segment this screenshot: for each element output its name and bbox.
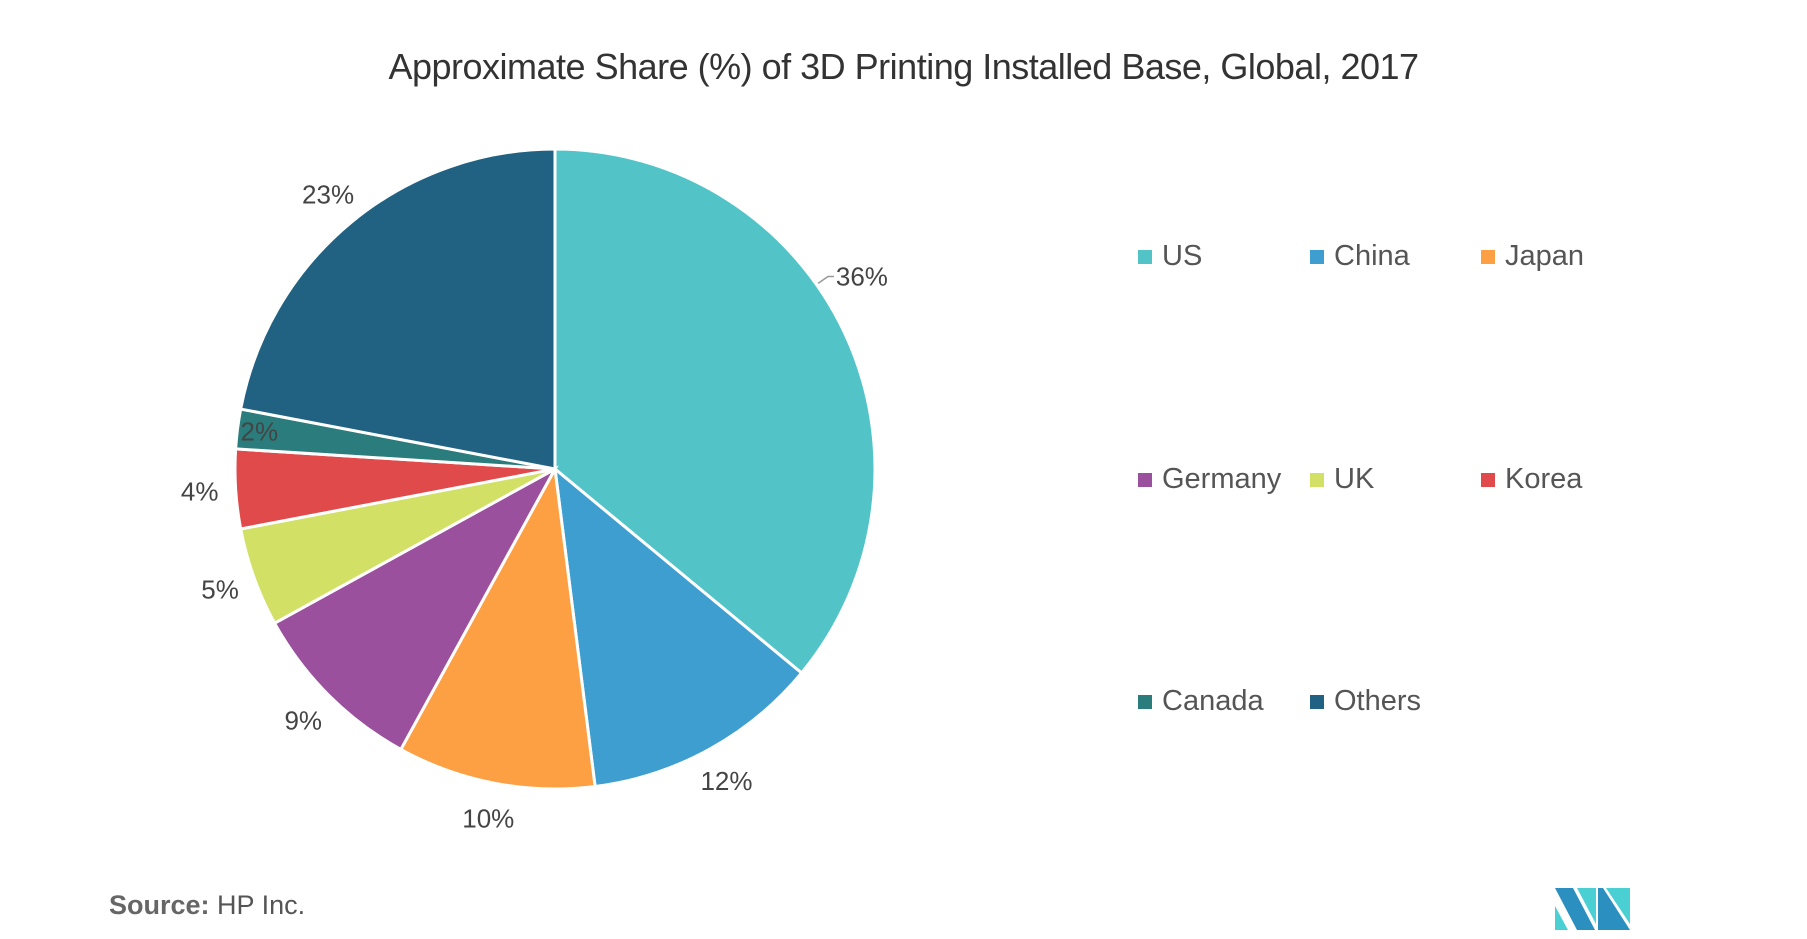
legend-label: Canada xyxy=(1162,685,1264,717)
legend-swatch xyxy=(1138,472,1152,487)
legend-swatch xyxy=(1138,249,1152,264)
legend-label: Others xyxy=(1334,685,1422,717)
data-label-germany: 9% xyxy=(284,706,322,736)
source-value: HP Inc. xyxy=(217,890,306,920)
data-label-korea: 4% xyxy=(181,476,219,506)
legend-item-japan: Japan xyxy=(1481,240,1584,273)
legend-swatch xyxy=(1310,694,1324,709)
leader-line-us xyxy=(817,275,834,285)
legend-swatch xyxy=(1481,249,1495,264)
source-label: Source: xyxy=(109,890,210,920)
legend-label: China xyxy=(1334,240,1410,272)
pie-slice-china xyxy=(553,465,804,789)
data-label-others: 23% xyxy=(302,180,354,210)
data-label-us: 36% xyxy=(836,261,888,291)
data-label-uk: 5% xyxy=(201,575,239,605)
legend-swatch xyxy=(1310,249,1324,264)
legend-item-others: Others xyxy=(1310,685,1421,718)
legend-swatch xyxy=(1138,694,1152,709)
data-label-japan: 10% xyxy=(462,804,514,834)
pie-slice-us xyxy=(553,147,877,676)
data-label-canada: 2% xyxy=(241,417,279,447)
legend-label: Korea xyxy=(1505,463,1583,495)
legend-label: US xyxy=(1162,240,1203,272)
legend-swatch xyxy=(1481,472,1495,487)
source-note: Source: HP Inc. xyxy=(109,890,305,921)
pie-slice-others xyxy=(238,147,557,471)
legend-item-us: US xyxy=(1138,240,1202,273)
legend-label: Germany xyxy=(1162,463,1282,495)
chart-title: Approximate Share (%) of 3D Printing Ins… xyxy=(388,46,1419,87)
data-label-china: 12% xyxy=(700,766,752,796)
legend-label: Japan xyxy=(1505,240,1585,272)
legend-label: UK xyxy=(1334,463,1375,495)
brand-logo xyxy=(1555,888,1630,930)
legend-item-canada: Canada xyxy=(1138,685,1264,718)
legend-item-korea: Korea xyxy=(1481,463,1582,496)
legend-item-china: China xyxy=(1310,240,1410,273)
legend-item-uk: UK xyxy=(1310,463,1374,496)
legend-item-germany: Germany xyxy=(1138,463,1281,496)
legend-swatch xyxy=(1310,472,1324,487)
pie-slice-japan xyxy=(398,464,597,791)
pie-slice-germany xyxy=(272,465,559,752)
